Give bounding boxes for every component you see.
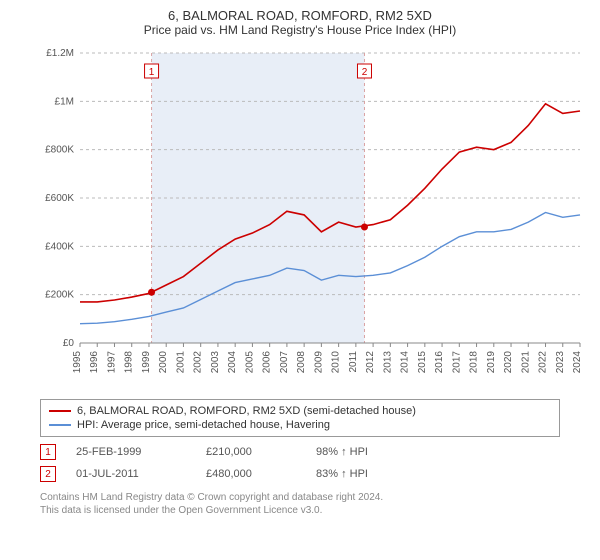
svg-text:2014: 2014 [400, 351, 411, 374]
svg-text:£1M: £1M [55, 96, 74, 107]
sale-marker-row: 2 01-JUL-2011 £480,000 83% ↑ HPI [40, 463, 560, 485]
sale-marker-row: 1 25-FEB-1999 £210,000 98% ↑ HPI [40, 441, 560, 463]
svg-text:1999: 1999 [141, 351, 152, 374]
svg-text:1: 1 [149, 67, 155, 78]
svg-text:2024: 2024 [572, 351, 583, 374]
chart-title: 6, BALMORAL ROAD, ROMFORD, RM2 5XD [0, 0, 600, 23]
svg-text:2018: 2018 [469, 351, 480, 374]
svg-text:1998: 1998 [124, 351, 135, 374]
svg-text:1996: 1996 [89, 351, 100, 374]
chart-area: £0 £200K £400K £600K £800K £1M £1.2M 1995 1996 19… [40, 43, 590, 393]
svg-text:2004: 2004 [227, 351, 238, 374]
svg-text:2015: 2015 [417, 351, 428, 374]
legend-swatch [49, 424, 71, 426]
svg-text:£400K: £400K [45, 241, 74, 252]
svg-text:£1.2M: £1.2M [46, 48, 74, 59]
svg-text:1995: 1995 [72, 351, 83, 374]
svg-text:2008: 2008 [296, 351, 307, 374]
legend-label: 6, BALMORAL ROAD, ROMFORD, RM2 5XD (semi… [77, 405, 416, 417]
footnote: Contains HM Land Registry data © Crown c… [40, 491, 560, 517]
chart-container: 6, BALMORAL ROAD, ROMFORD, RM2 5XD Price… [0, 0, 600, 560]
sale-markers: 1 25-FEB-1999 £210,000 98% ↑ HPI 2 01-JU… [40, 441, 560, 485]
svg-text:2013: 2013 [382, 351, 393, 374]
marker-badge: 2 [40, 466, 56, 482]
svg-text:2: 2 [362, 67, 368, 78]
svg-text:£800K: £800K [45, 145, 74, 156]
marker-price: £480,000 [206, 468, 296, 480]
chart-subtitle: Price paid vs. HM Land Registry's House … [0, 23, 600, 43]
svg-text:2002: 2002 [193, 351, 204, 374]
svg-text:2010: 2010 [331, 351, 342, 374]
marker-hpi: 83% ↑ HPI [316, 468, 416, 480]
svg-text:2011: 2011 [348, 351, 359, 373]
svg-text:1997: 1997 [106, 351, 117, 374]
marker-badge: 1 [40, 444, 56, 460]
svg-text:2001: 2001 [175, 351, 186, 374]
legend-item: HPI: Average price, semi-detached house,… [49, 418, 551, 432]
svg-text:£600K: £600K [45, 193, 74, 204]
legend-label: HPI: Average price, semi-detached house,… [77, 419, 330, 431]
svg-text:2005: 2005 [244, 351, 255, 374]
footnote-line: This data is licensed under the Open Gov… [40, 504, 560, 517]
svg-text:£200K: £200K [45, 290, 74, 301]
svg-text:2016: 2016 [434, 351, 445, 374]
svg-text:2019: 2019 [486, 351, 497, 374]
svg-text:2007: 2007 [279, 351, 290, 374]
svg-text:2021: 2021 [520, 351, 531, 374]
svg-text:2006: 2006 [262, 351, 273, 374]
svg-text:2023: 2023 [555, 351, 566, 374]
svg-text:2017: 2017 [451, 351, 462, 374]
footnote-line: Contains HM Land Registry data © Crown c… [40, 491, 560, 504]
marker-price: £210,000 [206, 446, 296, 458]
marker-date: 25-FEB-1999 [76, 446, 186, 458]
line-chart: £0 £200K £400K £600K £800K £1M £1.2M 1995 1996 19… [40, 43, 590, 393]
svg-text:2003: 2003 [210, 351, 221, 374]
svg-text:2020: 2020 [503, 351, 514, 374]
legend: 6, BALMORAL ROAD, ROMFORD, RM2 5XD (semi… [40, 399, 560, 437]
svg-text:£0: £0 [63, 338, 75, 349]
svg-text:2022: 2022 [538, 351, 549, 374]
marker-hpi: 98% ↑ HPI [316, 446, 416, 458]
legend-swatch [49, 410, 71, 412]
legend-item: 6, BALMORAL ROAD, ROMFORD, RM2 5XD (semi… [49, 404, 551, 418]
svg-text:2009: 2009 [313, 351, 324, 374]
marker-date: 01-JUL-2011 [76, 468, 186, 480]
svg-text:2000: 2000 [158, 351, 169, 374]
svg-text:2012: 2012 [365, 351, 376, 374]
